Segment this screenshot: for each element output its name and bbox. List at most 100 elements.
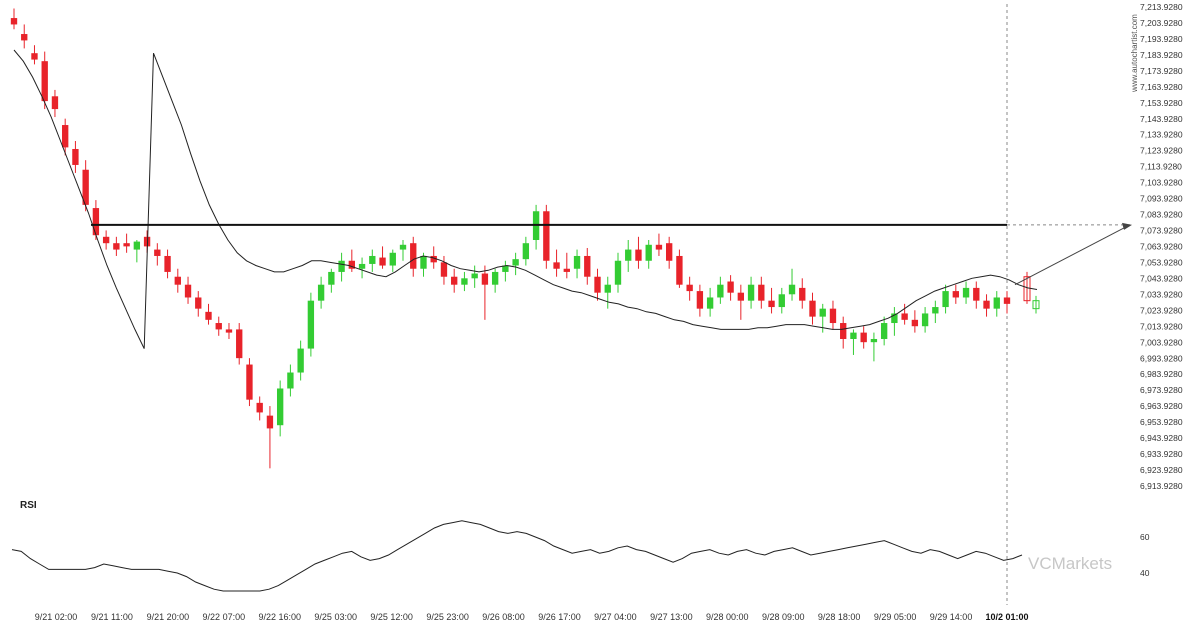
- candle: [921, 307, 929, 333]
- overlays: [13, 49, 1132, 349]
- candle-body: [164, 255, 171, 272]
- candle: [891, 307, 898, 336]
- candle: [215, 316, 222, 336]
- projection-arrowhead: [1122, 222, 1132, 230]
- candle: [829, 300, 837, 330]
- candle: [573, 249, 581, 279]
- candle: [942, 284, 949, 314]
- candle-body: [123, 243, 130, 247]
- candle: [174, 268, 181, 293]
- candle: [276, 380, 284, 437]
- candle: [594, 268, 601, 301]
- candle-body: [31, 53, 38, 60]
- watermark: www.autochartist.com: [1130, 14, 1139, 93]
- x-tick-label: 9/21 11:00: [91, 612, 133, 622]
- candle: [666, 236, 673, 269]
- candle: [399, 239, 407, 261]
- y-tick-label: 7,073.9280: [1140, 226, 1183, 236]
- candle-body: [338, 260, 345, 272]
- candle-body: [584, 255, 591, 277]
- candle-body: [307, 300, 315, 349]
- candle: [440, 255, 448, 285]
- candle-body: [461, 278, 468, 285]
- y-tick-label: 7,023.9280: [1140, 305, 1183, 315]
- candle: [72, 141, 79, 173]
- candle-body: [553, 262, 560, 269]
- candle-body: [358, 263, 366, 269]
- x-tick-label: 9/27 04:00: [594, 612, 637, 622]
- candle: [369, 249, 376, 272]
- candle-body: [410, 243, 417, 269]
- candle-body: [706, 297, 714, 309]
- candle-body: [625, 249, 632, 261]
- candle: [727, 275, 734, 301]
- candle: [420, 252, 427, 277]
- candle: [154, 243, 161, 266]
- candle-body: [236, 329, 243, 359]
- rsi-panel: RSI 60 40: [11, 500, 1150, 592]
- x-tick-label: 9/28 18:00: [818, 612, 861, 622]
- candle: [225, 323, 233, 339]
- y-tick-label: 7,043.9280: [1140, 273, 1183, 283]
- candle-body: [993, 297, 1000, 309]
- y-tick-label: 7,033.9280: [1140, 289, 1183, 299]
- candle-body: [1032, 300, 1040, 310]
- candle-body: [1003, 297, 1011, 304]
- candle-body: [655, 244, 663, 250]
- candle-body: [880, 323, 888, 339]
- candle-body: [737, 292, 745, 301]
- candle: [962, 281, 970, 304]
- candle: [850, 329, 857, 355]
- candle: [246, 358, 253, 407]
- candle-body: [799, 287, 806, 301]
- candle: [512, 252, 519, 276]
- candle: [471, 265, 478, 288]
- candle-body: [543, 211, 550, 261]
- candle-body: [92, 208, 100, 236]
- candle-body: [266, 415, 274, 429]
- candle: [809, 292, 816, 325]
- candle: [737, 284, 745, 320]
- candle: [706, 287, 714, 317]
- candle-body: [788, 284, 796, 295]
- candle: [645, 239, 652, 269]
- candle: [461, 271, 468, 292]
- x-tick-label: 9/25 12:00: [370, 612, 413, 622]
- rsi-tick-label: 40: [1140, 568, 1150, 578]
- candle-body: [184, 284, 192, 298]
- y-tick-label: 6,953.9280: [1140, 417, 1183, 427]
- candle-body: [471, 273, 478, 279]
- candle-body: [82, 169, 89, 205]
- candle-body: [973, 287, 980, 301]
- x-tick-label: 9/27 13:00: [650, 612, 693, 622]
- candle-body: [666, 243, 673, 261]
- candle-body: [860, 332, 867, 343]
- candle: [41, 51, 48, 110]
- candle-body: [829, 308, 837, 324]
- candle-body: [819, 308, 826, 317]
- candle: [133, 239, 141, 263]
- candle: [880, 316, 888, 346]
- candle: [31, 45, 38, 65]
- y-tick-label: 7,143.9280: [1140, 114, 1183, 124]
- candle-body: [62, 125, 69, 148]
- candle-body: [747, 284, 755, 301]
- candle: [696, 284, 704, 317]
- candle: [287, 364, 294, 397]
- x-tick-label: 9/21 20:00: [147, 612, 190, 622]
- candle-body: [246, 364, 253, 400]
- candle-body: [430, 255, 437, 263]
- candle: [973, 281, 980, 309]
- candle-body: [932, 307, 939, 314]
- y-tick-label: 6,943.9280: [1140, 433, 1183, 443]
- candle: [563, 252, 570, 279]
- projection-arrow-line: [1014, 224, 1131, 286]
- candle: [860, 326, 867, 349]
- rsi-line: [11, 520, 1023, 592]
- candle: [307, 292, 315, 357]
- candle-body: [328, 271, 335, 285]
- candle: [584, 247, 591, 285]
- candle-body: [614, 260, 622, 285]
- candle: [410, 236, 417, 277]
